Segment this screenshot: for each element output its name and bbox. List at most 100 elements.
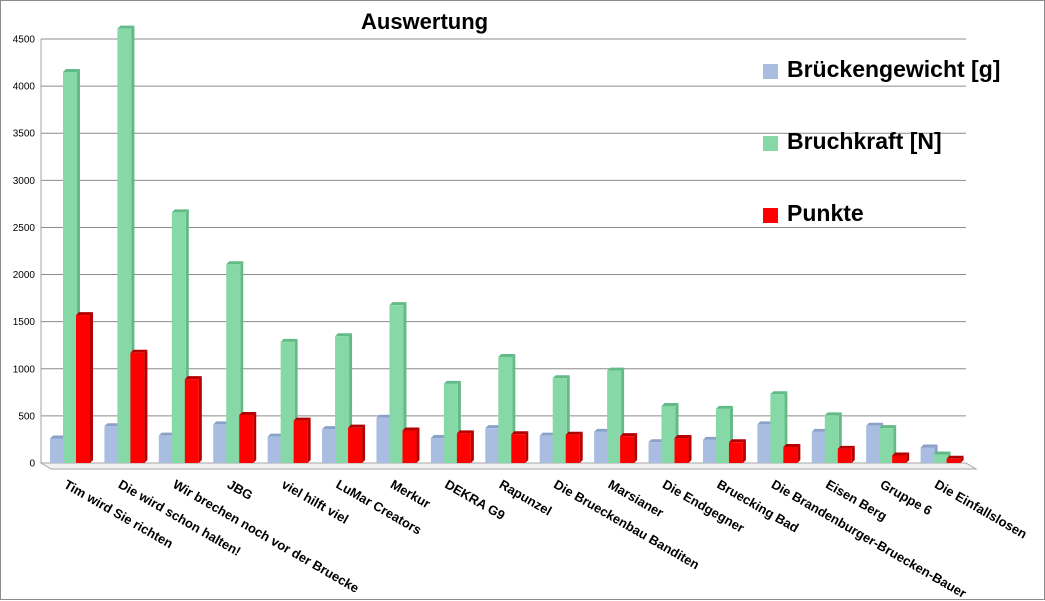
bar-side	[960, 455, 964, 463]
bar-front	[594, 431, 609, 463]
bar-top	[539, 432, 557, 436]
bar-side	[470, 430, 474, 463]
bar-side	[797, 443, 801, 463]
bar-front	[485, 428, 500, 463]
bar-top	[117, 25, 135, 29]
bar-top	[335, 333, 353, 337]
bar-front	[757, 424, 772, 463]
legend-label-punkte: Punkte	[787, 200, 864, 226]
bar-front	[76, 315, 90, 463]
bar-top	[620, 433, 638, 437]
y-tick-label: 2500	[13, 223, 36, 234]
bar-top	[498, 354, 516, 357]
bar-top	[402, 427, 420, 431]
bar-bruchkraft-13	[770, 391, 788, 463]
bar-front	[456, 433, 471, 463]
bar-top	[783, 443, 801, 447]
bar-front	[171, 212, 186, 463]
bar-top	[184, 376, 202, 380]
bar-top	[63, 68, 80, 72]
legend-label-brueckengewicht: Brückengewicht [g]	[787, 56, 1001, 82]
y-tick-label: 500	[18, 411, 35, 422]
bar-front	[158, 435, 173, 463]
bar-punkte-14	[837, 445, 855, 463]
bar-top	[920, 444, 938, 448]
bar-front	[280, 341, 295, 463]
bar-side	[742, 439, 746, 463]
chart-floor	[39, 462, 978, 470]
bar-front	[348, 427, 363, 463]
bar-punkte-10	[620, 433, 638, 463]
bar-front	[335, 336, 350, 463]
bar-top	[376, 414, 394, 418]
bar-front	[293, 420, 308, 463]
bar-top	[443, 380, 461, 384]
bar-top	[348, 424, 366, 428]
bar-front	[892, 455, 907, 463]
bar-top	[824, 412, 842, 416]
bar-top	[866, 422, 884, 426]
bar-top	[607, 367, 625, 371]
bar-side	[634, 433, 638, 463]
bar-side	[362, 424, 366, 463]
legend-label-bruchkraft: Bruchkraft [N]	[787, 128, 942, 154]
bar-punkte-1	[130, 349, 148, 463]
bar-top	[565, 431, 583, 435]
y-tick-label: 3000	[13, 176, 36, 187]
bar-top	[293, 417, 311, 421]
bar-punkte-15	[892, 452, 910, 463]
bar-punkte-11	[674, 435, 692, 463]
legend-swatch-brueckengewicht	[763, 64, 778, 79]
bar-front	[402, 430, 417, 463]
bar-front	[824, 415, 839, 463]
bar-front	[920, 447, 935, 463]
bar-front	[226, 264, 241, 463]
bar-punkte-6	[402, 427, 420, 463]
bar-top	[226, 261, 244, 265]
bar-top	[267, 433, 285, 437]
bar-top	[552, 375, 570, 379]
bar-front	[184, 379, 199, 463]
y-tick-label: 3500	[13, 129, 36, 140]
bar-side	[579, 431, 583, 463]
bar-front	[565, 434, 580, 463]
bar-side	[253, 411, 257, 463]
bar-front	[63, 71, 77, 463]
bar-front	[715, 408, 730, 463]
bar-front	[539, 435, 554, 463]
bar-top	[130, 349, 148, 353]
bar-top	[702, 436, 720, 440]
bar-top	[728, 439, 746, 443]
bar-top	[946, 455, 964, 459]
bar-top	[757, 421, 775, 425]
bar-front	[811, 431, 826, 463]
bar-front	[430, 438, 445, 463]
bar-side	[688, 435, 692, 463]
bar-side	[403, 302, 407, 463]
bar-top	[430, 435, 448, 439]
bar-front	[674, 438, 689, 463]
bar-front	[661, 405, 676, 463]
bar-punkte-2	[184, 376, 202, 463]
bar-front	[702, 439, 717, 463]
bar-side	[198, 376, 202, 463]
x-category-label: Die Brandenburger-Bruecken-Bauer	[769, 477, 969, 601]
bar-punkte-9	[565, 431, 583, 463]
bar-front	[607, 370, 622, 463]
bar-side	[90, 312, 93, 463]
bar-top	[648, 439, 666, 443]
bar-front	[376, 417, 391, 463]
bar-front	[879, 428, 894, 463]
bar-front	[104, 426, 119, 463]
bar-side	[906, 452, 910, 463]
bar-punkte-8	[511, 431, 529, 463]
bar-side	[307, 417, 311, 463]
bar-top	[158, 432, 176, 436]
bar-front	[946, 458, 961, 463]
bar-punkte-4	[293, 417, 311, 463]
bar-top	[770, 391, 788, 395]
bar-punkte-3	[239, 411, 257, 463]
bar-front	[50, 438, 64, 463]
